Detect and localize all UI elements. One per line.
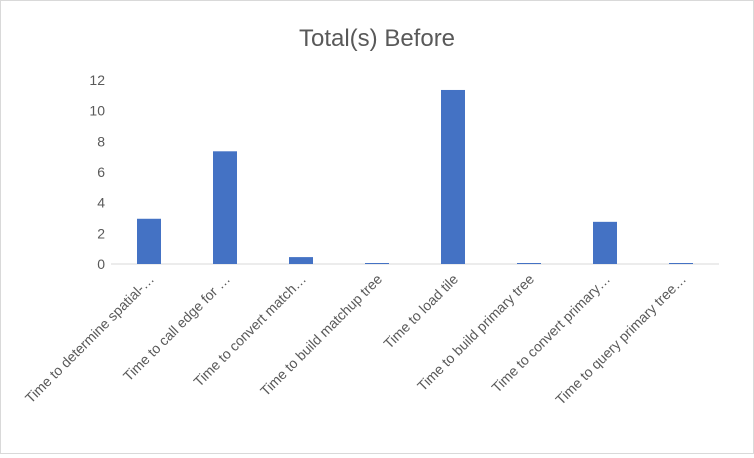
bar — [593, 221, 617, 264]
x-tick-label: Time to query primary tree… — [552, 271, 689, 408]
bar — [365, 263, 389, 264]
bar — [669, 263, 693, 264]
y-tick-label: 0 — [97, 256, 105, 272]
x-axis-ticks: Time to determine spatial-…Time to call … — [22, 271, 689, 408]
y-tick-label: 8 — [97, 133, 105, 149]
bar — [137, 218, 161, 264]
chart-title: Total(s) Before — [299, 25, 455, 52]
bar — [441, 89, 465, 264]
bar — [289, 257, 313, 264]
bars — [137, 89, 693, 264]
bar — [213, 151, 237, 264]
y-tick-label: 2 — [97, 225, 105, 241]
y-tick-label: 6 — [97, 164, 105, 180]
y-tick-label: 12 — [89, 72, 105, 88]
x-tick-label: Time to build matchup tree — [257, 271, 385, 399]
y-axis-ticks: 0 2 4 6 8 10 12 — [89, 72, 105, 272]
x-tick-label: Time to determine spatial-… — [22, 271, 157, 406]
y-tick-label: 4 — [97, 195, 105, 211]
x-tick-label: Time to load tile — [380, 271, 461, 352]
bar — [517, 263, 541, 264]
y-tick-label: 10 — [89, 103, 105, 119]
